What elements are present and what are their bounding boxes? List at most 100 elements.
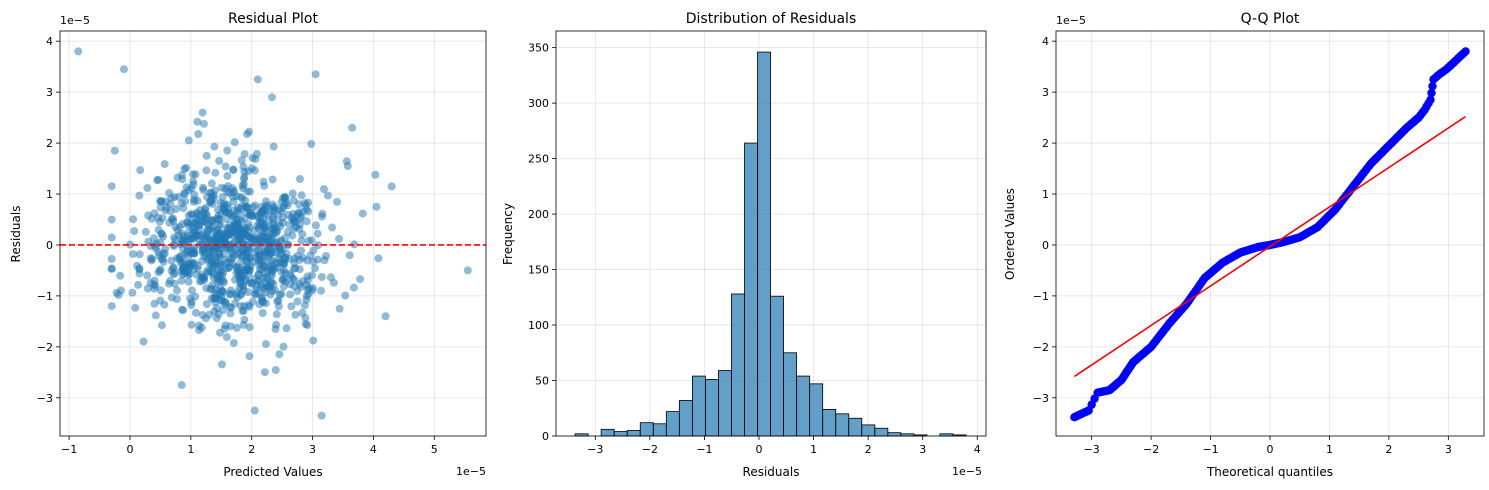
qq-plot-ytick-label: 0 — [1042, 239, 1049, 252]
residual-point — [269, 142, 278, 151]
residual-point — [185, 186, 193, 195]
residual-point — [241, 266, 250, 275]
residual-point — [240, 315, 249, 324]
residual-point — [297, 236, 306, 245]
residual-point — [214, 205, 222, 214]
histogram-bar — [652, 423, 667, 437]
residual-point — [247, 279, 256, 288]
residual-point — [110, 146, 119, 155]
residual-point — [273, 297, 282, 306]
residual-point — [309, 336, 318, 345]
residual-point — [211, 186, 219, 195]
residual-point — [238, 194, 247, 203]
residual-point — [205, 259, 214, 268]
residual-point — [156, 286, 165, 295]
residual-point — [216, 296, 225, 305]
residual-plot-ytick-label: −2 — [37, 341, 53, 354]
residual-point — [177, 266, 186, 275]
histogram-bar — [822, 408, 837, 437]
residual-point — [341, 291, 350, 300]
histogram-ytick-label: 150 — [528, 264, 549, 277]
residual-point — [135, 191, 144, 200]
residual-point — [191, 227, 200, 236]
qq-point — [1427, 88, 1436, 98]
residual-point — [286, 290, 295, 299]
residual-point — [269, 219, 278, 228]
histogram-bar — [874, 427, 889, 437]
residual-point — [260, 203, 269, 212]
residual-point — [129, 215, 138, 224]
residual-point — [268, 200, 277, 209]
residual-point — [223, 171, 232, 180]
residual-point — [215, 156, 224, 165]
residual-point — [210, 142, 219, 151]
residual-point — [267, 249, 275, 258]
histogram-panel: −3 −2 −1 0 1 2 3 4 0 50 100 150 200 250 300 350 Distrib… — [501, 11, 987, 479]
residual-point — [141, 227, 150, 236]
residual-point — [136, 166, 145, 175]
residual-point — [288, 189, 297, 198]
residual-point — [189, 265, 198, 274]
residual-point — [200, 205, 209, 214]
residual-plot-xtick-label: 2 — [248, 443, 255, 456]
residual-point — [253, 75, 262, 84]
histogram-bar — [705, 379, 719, 437]
qq-plot-ytick-label: 3 — [1042, 86, 1049, 99]
residual-plot-x-offset: 1e−5 — [456, 465, 486, 478]
residual-point — [255, 208, 264, 217]
residual-point — [223, 200, 232, 209]
residual-point — [172, 204, 181, 213]
residual-point — [258, 297, 267, 305]
residual-point — [278, 218, 287, 227]
histogram-xtick-label: 3 — [919, 443, 926, 456]
residual-point — [182, 163, 191, 172]
residual-point — [175, 222, 184, 231]
residual-point — [187, 320, 196, 329]
residual-point — [307, 140, 316, 148]
residual-point — [289, 224, 298, 233]
residual-point — [150, 284, 159, 293]
residual-point — [246, 187, 254, 196]
residual-point — [143, 284, 152, 293]
qq-plot-ytick-label: −2 — [1033, 341, 1049, 354]
residual-point — [295, 175, 304, 183]
residual-point — [189, 177, 198, 186]
residual-point — [173, 286, 181, 295]
histogram-bar — [678, 400, 693, 437]
residual-point — [178, 175, 187, 184]
residual-point — [242, 257, 250, 266]
residual-point — [74, 47, 83, 56]
residual-point — [248, 211, 257, 220]
residual-point — [240, 150, 249, 159]
residual-point — [222, 240, 230, 248]
histogram-ytick-label: 100 — [528, 319, 549, 332]
residual-point — [199, 217, 208, 226]
residual-point — [202, 151, 211, 160]
histogram-xtick-label: −2 — [642, 443, 658, 456]
histogram-xlabel: Residuals — [743, 465, 800, 479]
residual-point — [250, 406, 259, 415]
residual-point — [221, 162, 230, 171]
histogram-x-offset: 1e−5 — [952, 465, 982, 478]
residual-point — [287, 302, 296, 311]
residual-point — [158, 321, 166, 330]
residual-point — [229, 165, 238, 174]
residual-point — [126, 240, 135, 249]
histogram-bar — [600, 428, 615, 437]
histogram-bar — [757, 51, 771, 437]
qq-plot-xtick-label: −1 — [1202, 443, 1218, 456]
histogram-bar — [861, 424, 876, 437]
residual-point — [135, 250, 144, 259]
histogram-bar — [770, 295, 784, 437]
residual-point — [117, 286, 125, 295]
residual-point — [198, 108, 207, 117]
residual-plot-ytick-label: 1 — [46, 188, 53, 201]
residual-point — [116, 271, 125, 280]
residual-point — [107, 215, 116, 224]
histogram-bar — [809, 383, 824, 437]
residual-point — [134, 280, 143, 289]
residual-point — [301, 313, 310, 322]
residual-point — [217, 287, 226, 296]
histogram-bar — [718, 370, 732, 437]
residual-point — [287, 213, 296, 222]
